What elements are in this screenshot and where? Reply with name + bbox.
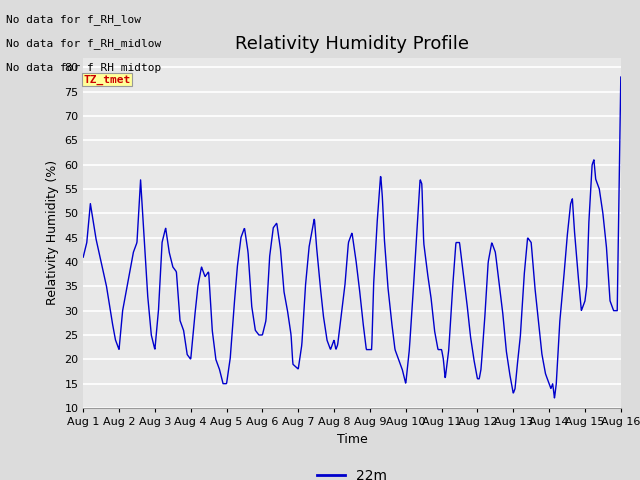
Text: No data for f_RH_midtop: No data for f_RH_midtop — [6, 62, 162, 73]
X-axis label: Time: Time — [337, 432, 367, 445]
Text: No data for f_RH_midlow: No data for f_RH_midlow — [6, 38, 162, 49]
Legend: 22m: 22m — [312, 464, 392, 480]
Y-axis label: Relativity Humidity (%): Relativity Humidity (%) — [45, 160, 59, 305]
Text: No data for f_RH_low: No data for f_RH_low — [6, 14, 141, 25]
Title: Relativity Humidity Profile: Relativity Humidity Profile — [235, 35, 469, 53]
Text: TZ_tmet: TZ_tmet — [83, 74, 131, 84]
